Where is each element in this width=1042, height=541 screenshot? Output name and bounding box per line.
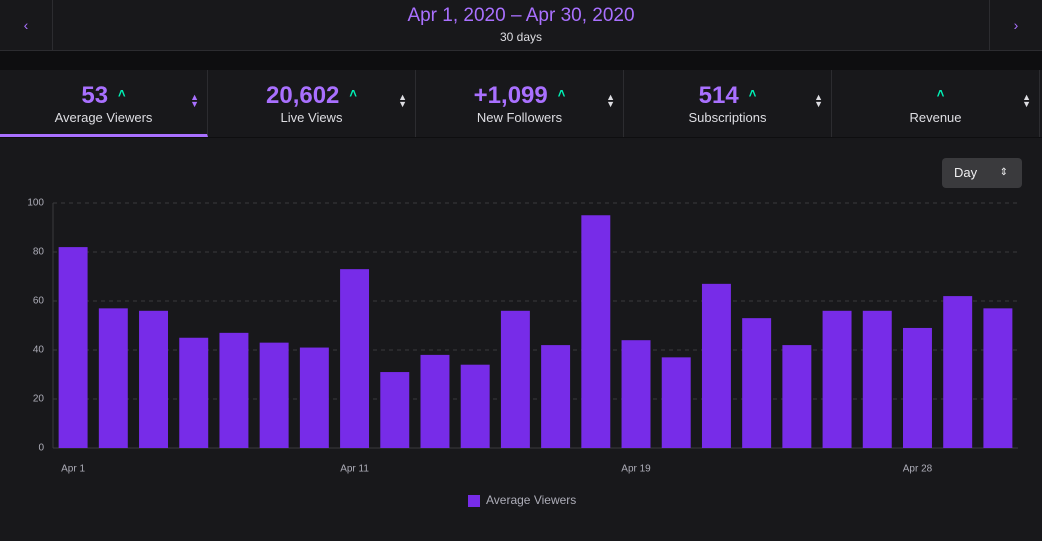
date-range: Apr 1, 2020 – Apr 30, 2020 xyxy=(407,5,635,26)
bar xyxy=(701,283,731,448)
trend-icon: ˄ xyxy=(349,86,357,101)
stat-value: +1,099 xyxy=(473,82,548,109)
stat-row: 53 ˄ xyxy=(0,82,207,110)
bar xyxy=(219,332,249,448)
stat-tab[interactable]: ˄ Revenue ▲ ▼ xyxy=(832,70,1040,137)
stat-tabs: 53 ˄ Average Viewers ▲ ▼ 20,602 ˄ Live Views ▲ ▼ +… xyxy=(0,70,1042,137)
date-header: ‹ Apr 1, 2020 – Apr 30, 2020 30 days › xyxy=(0,0,1042,51)
stat-value: 514 xyxy=(698,82,739,109)
stat-tab[interactable]: +1,099 ˄ New Followers ▲ ▼ xyxy=(416,70,624,137)
y-tick-label: 20 xyxy=(33,394,45,405)
select-icon: ⇕ xyxy=(999,167,1008,178)
legend-swatch xyxy=(468,495,480,507)
prev-button[interactable]: ‹ xyxy=(0,0,53,50)
stat-row: +1,099 ˄ xyxy=(416,82,623,110)
bar xyxy=(822,310,852,448)
duration: 30 days xyxy=(499,30,543,44)
y-tick-label: 0 xyxy=(38,443,44,454)
stat-label: New Followers xyxy=(476,110,563,125)
sort-icon: ▲ ▼ xyxy=(398,92,407,109)
stat-tab[interactable]: 20,602 ˄ Live Views ▲ ▼ xyxy=(208,70,416,137)
stat-row: ˄ xyxy=(832,82,1039,110)
bar xyxy=(862,310,892,448)
x-tick-label: Apr 28 xyxy=(903,464,933,475)
sort-icon: ▲ ▼ xyxy=(814,92,823,109)
stat-row: 20,602 ˄ xyxy=(208,82,415,110)
next-button[interactable]: › xyxy=(989,0,1042,50)
bar xyxy=(621,340,651,448)
bar xyxy=(98,308,128,448)
y-tick-label: 80 xyxy=(33,247,45,258)
bar xyxy=(943,296,973,448)
sort-icon: ▲ ▼ xyxy=(1022,92,1031,109)
bar xyxy=(500,310,530,448)
stat-value: 20,602 xyxy=(266,82,340,109)
legend-label: Average Viewers xyxy=(486,493,576,507)
trend-icon: ˄ xyxy=(118,86,126,101)
bar xyxy=(782,345,812,448)
x-tick-label: Apr 1 xyxy=(61,464,85,475)
bar xyxy=(139,310,168,448)
bar xyxy=(58,247,88,448)
x-tick-label: Apr 11 xyxy=(340,464,369,475)
bar xyxy=(179,337,209,448)
bar xyxy=(420,354,450,448)
stat-tab[interactable]: 514 ˄ Subscriptions ▲ ▼ xyxy=(624,70,832,137)
sort-icon: ▲ ▼ xyxy=(190,92,199,109)
y-tick-label: 60 xyxy=(33,296,45,307)
stat-row: 514 ˄ xyxy=(624,82,831,110)
bar xyxy=(380,372,410,448)
stat-value: 53 xyxy=(81,82,109,109)
stat-tab[interactable]: 53 ˄ Average Viewers ▲ ▼ xyxy=(0,70,208,137)
bar xyxy=(742,318,772,448)
bar xyxy=(983,308,1013,448)
stat-label: Revenue xyxy=(909,110,962,125)
bar xyxy=(581,215,611,448)
trend-icon: ˄ xyxy=(936,86,945,101)
interval-select[interactable]: Day ⇕ xyxy=(942,158,1022,188)
stat-label: Average Viewers xyxy=(54,110,153,125)
y-tick-label: 40 xyxy=(33,345,45,356)
bar xyxy=(460,364,490,448)
y-tick-label: 100 xyxy=(27,198,44,209)
trend-icon: ˄ xyxy=(748,86,757,101)
x-tick-label: Apr 19 xyxy=(621,464,651,475)
bar xyxy=(259,342,289,448)
bar xyxy=(299,347,329,448)
bar xyxy=(541,345,571,448)
bar xyxy=(903,327,932,448)
bar xyxy=(340,269,370,448)
interval-label: Day xyxy=(954,165,978,180)
trend-icon: ˄ xyxy=(557,86,566,101)
stat-label: Live Views xyxy=(280,110,343,125)
stat-label: Subscriptions xyxy=(688,110,767,125)
sort-icon: ▲ ▼ xyxy=(606,92,615,109)
bar xyxy=(661,357,691,448)
